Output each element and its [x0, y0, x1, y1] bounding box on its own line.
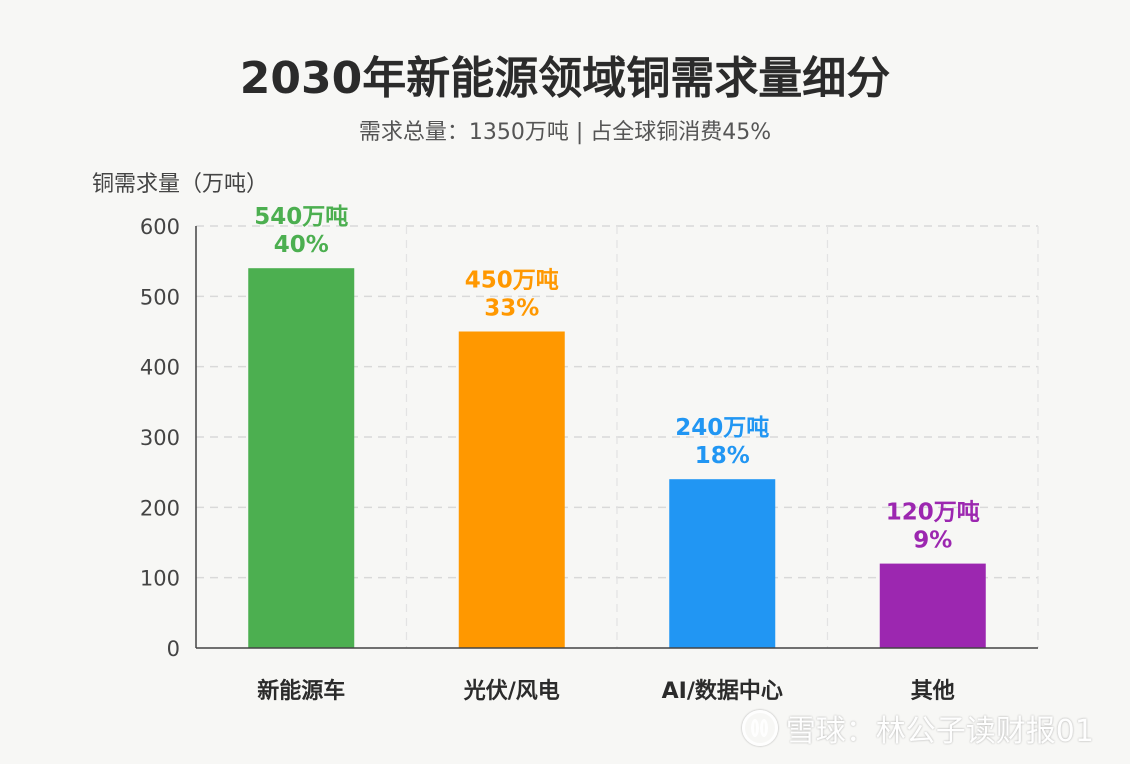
- value-label: 240万吨: [675, 415, 769, 441]
- y-tick-label: 300: [140, 426, 180, 450]
- percent-label: 18%: [695, 443, 750, 469]
- y-tick-label: 200: [140, 496, 180, 520]
- y-axis-label: 铜需求量（万吨）: [92, 172, 269, 197]
- bar-1: [248, 268, 355, 648]
- bar-3: [669, 479, 776, 648]
- x-category-label: 其他: [911, 679, 955, 704]
- y-tick-label: 600: [140, 215, 180, 239]
- axis-layer: 0 100 200 300 400 500 600 新能源车 光伏/风电 AI/数据中心 其他: [140, 215, 1038, 704]
- y-tick-label: 100: [140, 567, 180, 591]
- chart-subtitle: 需求总量：1350万吨 | 占全球铜消费45%: [358, 120, 772, 145]
- watermark-text: 雪球：林公子读财报01: [785, 714, 1094, 749]
- y-tick-label: 0: [167, 637, 180, 661]
- x-category-label: 光伏/风电: [463, 678, 560, 704]
- y-tick-label: 500: [140, 285, 180, 309]
- percent-label: 9%: [913, 528, 952, 554]
- percent-label: 33%: [484, 296, 539, 322]
- value-label: 450万吨: [465, 268, 559, 294]
- chart-title: 2030年新能源领域铜需求量细分: [239, 53, 891, 104]
- x-category-label: 新能源车: [257, 678, 345, 704]
- value-label: 540万吨: [254, 204, 348, 230]
- watermark: 雪球：林公子读财报01: [741, 706, 1094, 750]
- snowball-logo-icon: [741, 710, 778, 746]
- bar-4: [879, 563, 986, 648]
- bar-layer: [248, 268, 986, 648]
- value-label: 120万吨: [886, 500, 980, 526]
- percent-label: 40%: [274, 232, 329, 258]
- y-tick-label: 400: [140, 356, 180, 380]
- x-category-label: AI/数据中心: [662, 678, 783, 704]
- bar-2: [458, 331, 565, 648]
